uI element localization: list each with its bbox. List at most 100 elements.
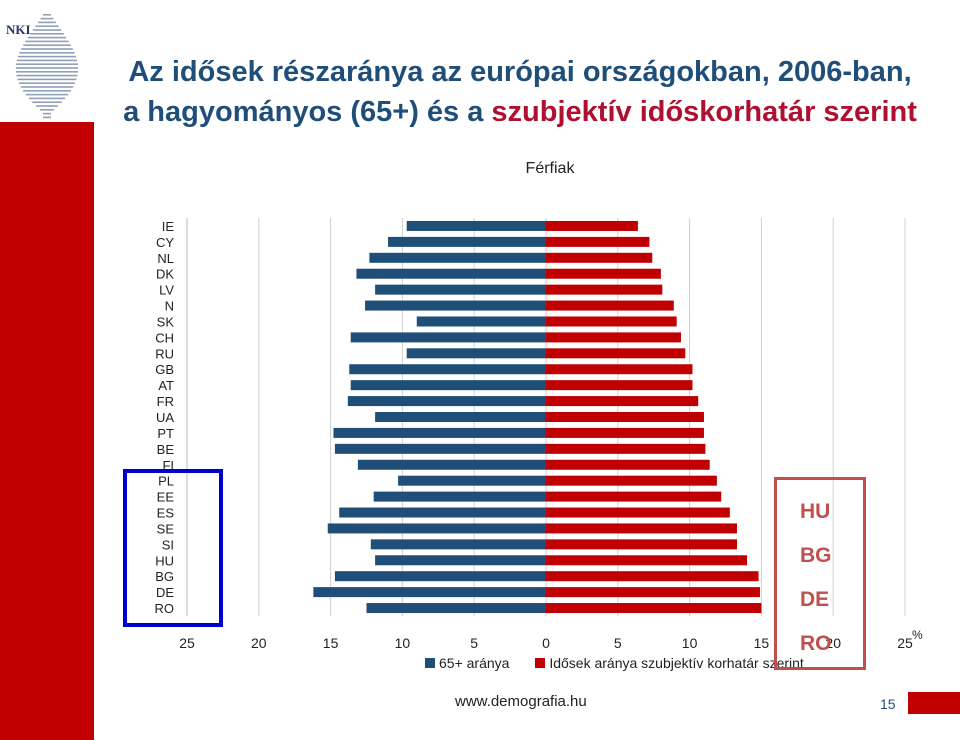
- x-tick-label-1: 20: [251, 635, 267, 651]
- legend-label-series-2: Idősek aránya szubjektív korhatár szerin…: [549, 655, 804, 671]
- category-label-be: BE: [157, 442, 175, 457]
- category-label-hu: HU: [155, 553, 174, 568]
- legend-item-series-1: 65+ aránya: [425, 655, 509, 671]
- x-tick-label-7: 10: [682, 635, 698, 651]
- bar-subjective-pt: [546, 427, 704, 438]
- bar-subjective-se: [546, 523, 737, 534]
- bar-subjective-n: [546, 300, 674, 311]
- x-axis-unit: %: [912, 628, 923, 642]
- bar-65plus-ru: [406, 348, 546, 359]
- bar-65plus-si: [370, 539, 546, 550]
- page-number: 15: [880, 696, 896, 712]
- bar-subjective-be: [546, 443, 706, 454]
- category-label-pl: PL: [158, 474, 174, 489]
- highlight-box: [774, 477, 866, 670]
- logo-pyramid-bar: [18, 82, 76, 84]
- logo-pyramid-bar: [43, 116, 51, 119]
- category-label-cy: CY: [156, 235, 174, 250]
- bar-subjective-cy: [546, 236, 650, 247]
- country-labels-highlight-box: [123, 469, 223, 627]
- title-line-2-part-1: a hagyományos (65+) és a: [123, 96, 492, 128]
- logo-pyramid-bar: [32, 101, 62, 103]
- logo-pyramid-bar: [16, 59, 78, 62]
- category-label-gb: GB: [155, 362, 174, 377]
- logo-pyramid-bar: [27, 36, 67, 39]
- category-label-nl: NL: [157, 251, 174, 266]
- bar-subjective-lv: [546, 284, 663, 295]
- logo-pyramid-bar: [36, 105, 58, 107]
- bar-subjective-ie: [546, 220, 638, 231]
- category-label-ee: EE: [157, 490, 175, 505]
- logo-pyramid-bar: [43, 112, 51, 115]
- bar-subjective-es: [546, 507, 730, 518]
- chart-legend: 65+ aránya Idősek aránya szubjektív korh…: [425, 655, 826, 675]
- bar-65plus-pl: [398, 475, 546, 486]
- x-tick-label-4: 5: [470, 635, 478, 651]
- bar-65plus-es: [339, 507, 546, 518]
- bar-65plus-lv: [375, 284, 546, 295]
- logo-pyramid-bar: [25, 93, 69, 96]
- bar-65plus-ie: [406, 220, 546, 231]
- bar-65plus-dk: [356, 268, 546, 279]
- legend-item-series-2: Idősek aránya szubjektív korhatár szerin…: [535, 655, 804, 671]
- x-tick-label-3: 10: [395, 635, 411, 651]
- category-label-pt: PT: [157, 426, 174, 441]
- bar-65plus-fi: [357, 459, 546, 470]
- logo-pyramid-bar: [43, 14, 51, 16]
- category-label-fr: FR: [157, 394, 174, 409]
- left-red-band: [0, 0, 94, 740]
- footer-url[interactable]: www.demografia.hu: [455, 693, 587, 710]
- legend-swatch-series-1: [425, 658, 435, 668]
- category-label-ch: CH: [155, 330, 174, 345]
- bar-65plus-ua: [375, 412, 546, 422]
- x-tick-label-2: 15: [323, 635, 339, 651]
- category-label-dk: DK: [156, 267, 174, 282]
- x-tick-label-6: 5: [614, 635, 622, 651]
- category-label-se: SE: [157, 521, 175, 536]
- highlight-label-de: DE: [800, 588, 830, 611]
- bar-subjective-fr: [546, 396, 699, 407]
- logo-pyramid-bar: [16, 63, 78, 65]
- highlight-label-hu: HU: [800, 500, 831, 523]
- logo-pyramid-bar: [35, 25, 59, 27]
- category-label-ru: RU: [155, 346, 174, 361]
- bar-subjective-hu: [546, 555, 748, 566]
- logo-pyramid-bar: [17, 55, 77, 58]
- logo-pyramid-bar: [23, 90, 71, 92]
- category-label-at: AT: [158, 378, 174, 393]
- category-label-de: DE: [156, 585, 174, 600]
- bar-65plus-sk: [416, 316, 546, 327]
- logo-pyramid-bar: [23, 44, 71, 46]
- title-line-2-part-2: szubjektív időskorhatár szerint: [491, 96, 917, 128]
- bar-subjective-nl: [546, 252, 653, 263]
- highlight-label-bg: BG: [800, 544, 832, 567]
- bar-65plus-ee: [373, 491, 546, 502]
- bar-subjective-pl: [546, 475, 717, 486]
- logo-pyramid-bar: [30, 33, 64, 35]
- title-line-1: Az idősek részaránya az európai országok…: [128, 56, 912, 88]
- chart-title: Férfiak: [525, 160, 575, 177]
- logo-pyramid-bar: [15, 71, 79, 73]
- bar-subjective-ch: [546, 332, 681, 343]
- logo-pyramid-bar: [20, 86, 74, 88]
- bar-65plus-at: [350, 380, 546, 391]
- category-label-si: SI: [162, 537, 174, 552]
- category-label-ua: UA: [156, 410, 174, 425]
- category-label-ro: RO: [155, 601, 175, 616]
- bar-65plus-de: [313, 587, 546, 598]
- logo-pyramid-bar: [16, 74, 78, 77]
- category-label-lv: LV: [159, 283, 174, 298]
- footer-red-block: [908, 692, 960, 714]
- logo-text: NKI: [6, 22, 31, 37]
- bar-subjective-ro: [546, 603, 762, 614]
- bar-65plus-gb: [349, 364, 546, 375]
- bar-subjective-sk: [546, 316, 677, 327]
- bar-65plus-ro: [366, 603, 546, 614]
- bar-65plus-ch: [350, 332, 546, 343]
- logo-pyramid-bar: [32, 29, 62, 31]
- category-label-es: ES: [157, 506, 175, 521]
- x-tick-label-8: 15: [754, 635, 770, 651]
- bar-subjective-at: [546, 380, 693, 391]
- logo-pyramid-graphic: [15, 14, 79, 119]
- bar-subjective-dk: [546, 268, 661, 279]
